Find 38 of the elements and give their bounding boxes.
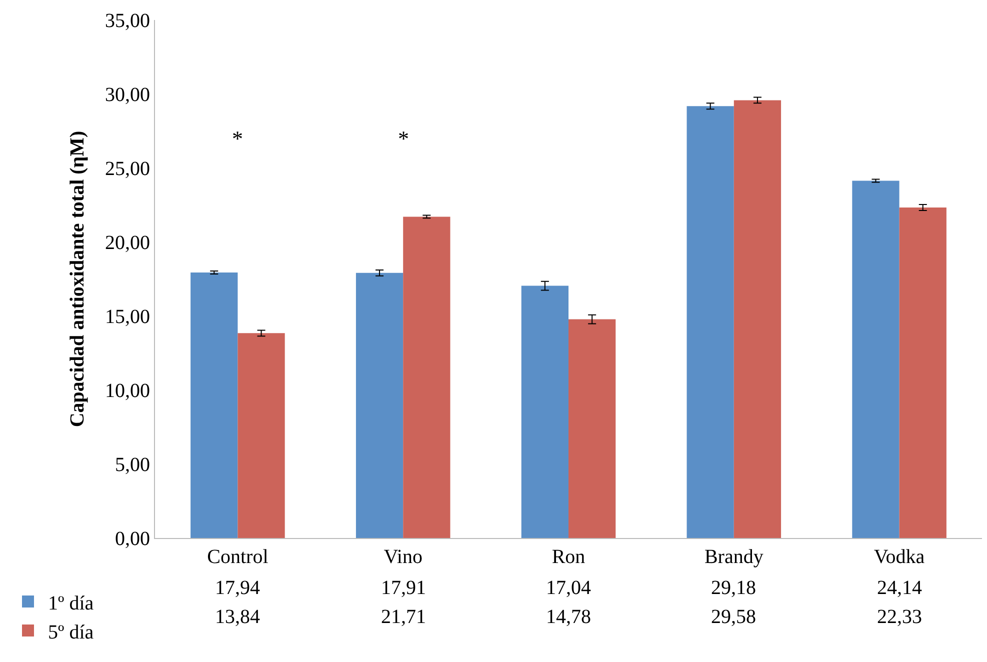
bar — [899, 208, 946, 538]
bar — [403, 216, 450, 538]
x-tick-label: Ron — [552, 546, 586, 568]
y-tick-label: 35,00 — [105, 10, 150, 32]
text: 29,58 — [711, 606, 756, 628]
text: 17,04 — [546, 577, 591, 599]
text: 21,71 — [381, 606, 426, 628]
bar — [734, 100, 782, 538]
text: 29,18 — [711, 577, 756, 599]
text: 13,84 — [215, 606, 260, 628]
bar — [568, 319, 616, 538]
annotation: * — [398, 126, 409, 151]
y-tick-label: 15,00 — [105, 306, 150, 328]
y-tick-label: 5,00 — [115, 454, 150, 476]
bar — [190, 272, 238, 538]
text: 22,33 — [877, 606, 922, 628]
bar — [686, 106, 734, 538]
text: 24,14 — [877, 577, 922, 599]
y-tick-label: 25,00 — [105, 158, 150, 180]
bar — [852, 180, 900, 538]
bar — [356, 272, 404, 538]
legend-label: 5º día — [48, 621, 94, 644]
bar — [238, 333, 285, 538]
legend-label: 1º día — [48, 592, 94, 614]
x-tick-label: Vino — [384, 546, 423, 568]
annotation: * — [232, 126, 243, 151]
y-axis-title: Capacidad antioxidante total (ηM) — [66, 130, 88, 428]
x-tick-label: Control — [207, 546, 269, 568]
x-tick-label: Vodka — [874, 546, 925, 568]
y-tick-label: 30,00 — [105, 84, 150, 106]
y-tick-label: 10,00 — [105, 380, 150, 402]
y-tick-label: 0,00 — [115, 528, 150, 550]
text: 17,91 — [381, 577, 426, 599]
text: 17,94 — [215, 577, 260, 599]
y-tick-label: 20,00 — [105, 232, 150, 254]
text: 14,78 — [546, 606, 591, 628]
bar — [521, 286, 568, 538]
x-tick-label: Brandy — [704, 546, 764, 568]
